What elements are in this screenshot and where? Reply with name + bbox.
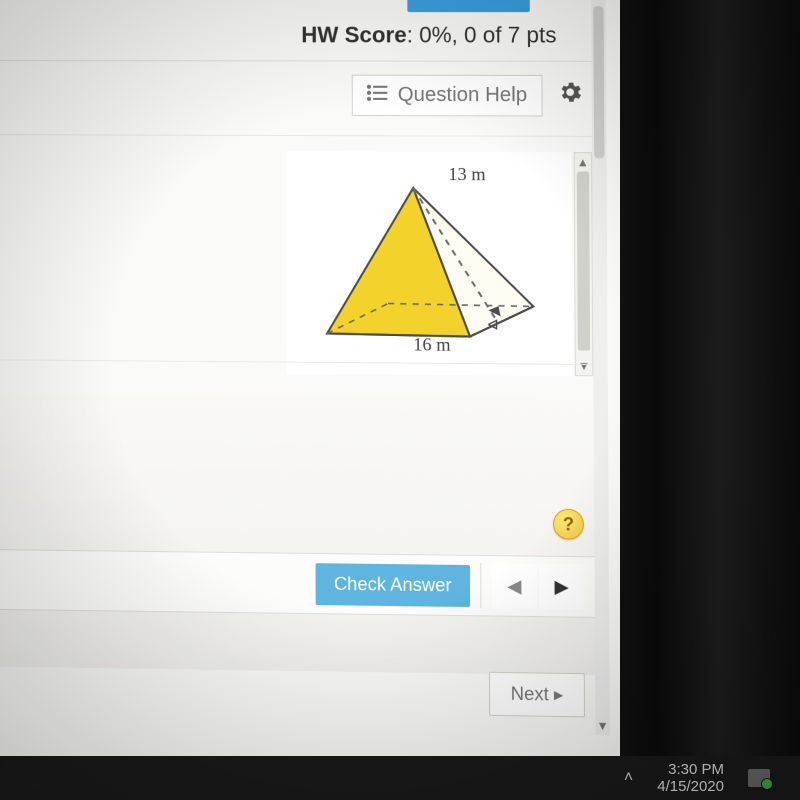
header-accent-bar <box>407 0 529 12</box>
divider <box>0 134 592 137</box>
slant-height-label: 13 m <box>448 164 485 185</box>
scroll-up-icon[interactable]: ▲ <box>575 155 592 169</box>
taskbar-date: 4/15/2020 <box>657 778 724 795</box>
prev-button[interactable]: ◀ <box>492 563 537 609</box>
check-answer-button[interactable]: Check Answer <box>315 563 470 607</box>
next-part-button[interactable]: ▶ <box>539 564 585 610</box>
list-icon <box>367 84 387 107</box>
next-row: Next ▸ <box>0 665 595 718</box>
taskbar: ˄ 3:30 PM 4/15/2020 <box>0 756 800 800</box>
next-button[interactable]: Next ▸ <box>489 672 585 718</box>
base-label: 16 m <box>413 334 450 356</box>
question-toolbar: Question Help <box>352 75 584 117</box>
page-scrollbar[interactable]: ▼ <box>591 0 610 735</box>
action-row: Check Answer ◀ ▶ <box>0 549 595 618</box>
question-help-button[interactable]: Question Help <box>352 75 543 117</box>
taskbar-time: 3:30 PM <box>657 761 724 778</box>
hw-score-label: HW Score <box>301 22 407 47</box>
monitor-bezel <box>620 0 800 800</box>
help-badge-symbol: ? <box>563 513 574 535</box>
divider <box>0 60 592 62</box>
page-scroll-thumb[interactable] <box>593 6 604 158</box>
page-scroll-down-icon[interactable]: ▼ <box>595 719 610 734</box>
scroll-thumb[interactable] <box>577 171 590 350</box>
notifications-icon[interactable] <box>748 769 770 787</box>
hw-score: HW Score: 0%, 0 of 7 pts <box>301 22 556 48</box>
gear-icon[interactable] <box>557 79 584 113</box>
figure-scrollbar[interactable]: ▲ ▼ <box>574 152 594 376</box>
content-area <box>0 394 595 676</box>
taskbar-clock[interactable]: 3:30 PM 4/15/2020 <box>657 761 724 796</box>
help-badge[interactable]: ? <box>553 509 584 540</box>
question-help-label: Question Help <box>398 84 527 108</box>
divider <box>480 563 481 608</box>
tray-chevron-icon[interactable]: ˄ <box>624 769 633 787</box>
hw-score-value: 0%, 0 of 7 pts <box>419 22 556 47</box>
scroll-down-icon[interactable]: ▼ <box>576 359 593 373</box>
